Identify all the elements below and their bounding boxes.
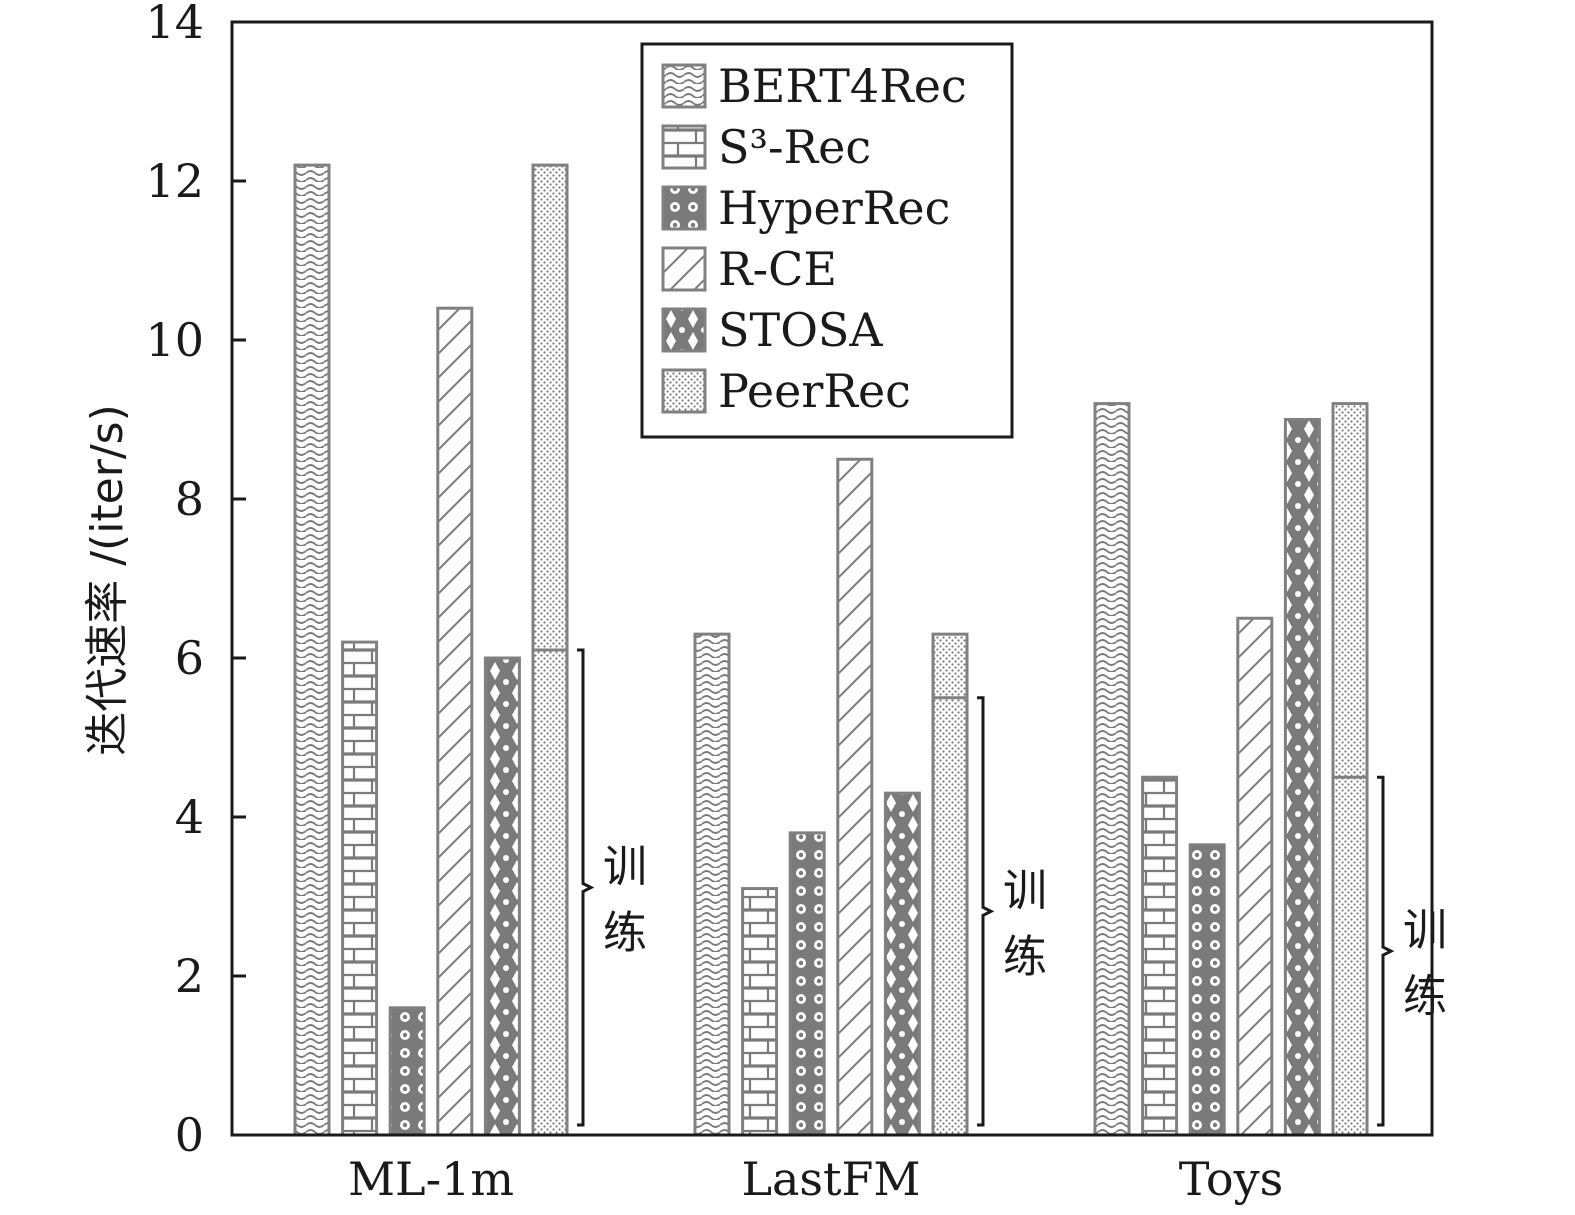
bar-peerrec-toys [1331,402,1369,1137]
legend-swatch-peerrec [661,368,707,414]
legend: BERT4Rec S³-Rec HyperRec R-CE STOSA PeerRec [640,42,1014,439]
legend-swatch-hyperrec [661,185,707,231]
training-label-lastfm: 训练 [1003,865,1047,982]
legend-swatch-bert4rec [661,63,707,109]
y-tick-label-12: 12 [145,154,204,208]
training-brace-lastfm [977,696,995,1127]
legend-swatch-stosa [661,307,707,353]
y-tick-label-2: 2 [175,949,204,1003]
legend-swatch-s-rec [661,124,707,170]
y-tick-label-4: 4 [175,790,204,844]
bar-hyperrec-lastfm [788,831,826,1137]
bar-r-ce-ml-1m [436,306,474,1137]
legend-label-bert4rec: BERT4Rec [718,59,967,113]
bar-r-ce-toys [1236,616,1274,1137]
legend-label-s-rec: S³-Rec [718,120,871,174]
y-tick-label-10: 10 [145,313,204,367]
training-label-ml-1m: 训练 [603,842,647,959]
x-tick-label-ml-1m: ML-1m [348,1152,514,1206]
bar-s-rec-toys [1141,775,1179,1137]
y-tick-label-6: 6 [175,631,204,685]
bar-bert4rec-toys [1093,402,1131,1137]
legend-label-hyperrec: HyperRec [718,181,950,235]
legend-label-r-ce: R-CE [718,242,837,296]
bar-bert4rec-ml-1m [293,163,331,1137]
y-tick-label-8: 8 [175,472,204,526]
legend-label-stosa: STOSA [718,303,883,357]
training-label-toys: 训练 [1403,905,1447,1022]
bar-r-ce-lastfm [836,457,874,1137]
x-tick-label-toys: Toys [1179,1152,1283,1206]
training-brace-toys [1377,775,1395,1127]
y-tick-label-0: 0 [175,1108,204,1162]
axes: ML-1m LastFM Toys 0 2 4 6 8 10 12 14 [145,0,1434,1206]
y-axis-label: 迭代速率 /(iter/s) [82,404,133,756]
bar-stosa-ml-1m [483,656,521,1137]
bars-layer [293,163,1369,1137]
bar-bert4rec-lastfm [693,632,731,1137]
legend-label-peerrec: PeerRec [718,364,911,418]
bar-stosa-toys [1283,418,1321,1137]
training-brace-ml-1m [577,648,595,1127]
bar-s-rec-lastfm [741,887,779,1137]
bar-hyperrec-ml-1m [388,1006,426,1137]
bar-s-rec-ml-1m [341,640,379,1137]
y-tick-label-14: 14 [145,0,204,49]
plot-frame [230,20,1434,1137]
bar-stosa-lastfm [883,791,921,1137]
x-tick-label-lastfm: LastFM [741,1152,920,1206]
legend-swatch-r-ce [661,246,707,292]
bar-peerrec-lastfm [931,632,969,1137]
bar-hyperrec-toys [1188,843,1226,1137]
